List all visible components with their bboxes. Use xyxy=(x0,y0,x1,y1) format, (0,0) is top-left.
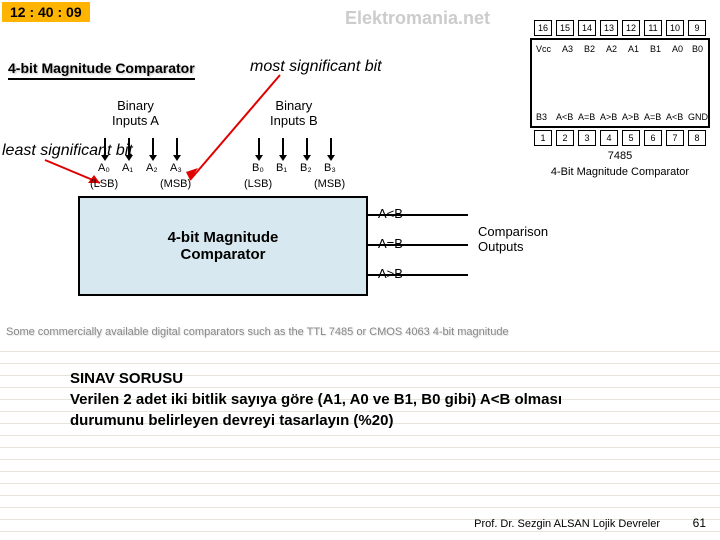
pin-b1 xyxy=(282,138,284,156)
watermark: Elektromania.net xyxy=(345,8,490,29)
label-a1: A₁ xyxy=(122,162,133,174)
label-b0: B₀ xyxy=(252,162,264,174)
label-b3: B₃ xyxy=(324,162,336,174)
ic-pin-9: 9 xyxy=(688,20,706,36)
ic-pin-12: 12 xyxy=(622,20,640,36)
pin-a2 xyxy=(152,138,154,156)
pin-a1 xyxy=(128,138,130,156)
ic-pin-15: 15 xyxy=(556,20,574,36)
ic-pin-2: 2 xyxy=(556,130,574,146)
line-alt xyxy=(368,214,468,216)
page-number: 61 xyxy=(693,516,706,530)
ic-pin-13: 13 xyxy=(600,20,618,36)
comp-subtitle: Comparator xyxy=(80,246,366,263)
ic-lbl-a1: A1 xyxy=(628,44,639,54)
label-a3: A₃ xyxy=(170,162,182,174)
ic-pin-8: 8 xyxy=(688,130,706,146)
lsb-a: (LSB) xyxy=(90,178,118,190)
question-heading: SINAV SORUSU xyxy=(70,368,630,389)
ic-lbl-aeqb: A=B xyxy=(578,112,595,122)
ic-lbl-agtb2: A>B xyxy=(622,112,639,122)
ic-pin-14: 14 xyxy=(578,20,596,36)
ic-pin-1: 1 xyxy=(534,130,552,146)
lsb-b: (LSB) xyxy=(244,178,272,190)
exam-question: SINAV SORUSU Verilen 2 adet iki bitlik s… xyxy=(70,368,630,431)
pin-a3 xyxy=(176,138,178,156)
label-a2: A₂ xyxy=(146,162,158,174)
ic-pin-10: 10 xyxy=(666,20,684,36)
label-b2: B₂ xyxy=(300,162,312,174)
comp-title: 4-bit Magnitude xyxy=(80,229,366,246)
msb-b: (MSB) xyxy=(314,178,345,190)
comparator-box: 4-bit Magnitude Comparator xyxy=(78,196,368,296)
footer-credit: Prof. Dr. Sezgin ALSAN Lojik Devreler xyxy=(474,518,660,530)
ic-7485-diagram: 16 15 14 13 12 11 10 9 Vcc A3 B2 A2 A1 B… xyxy=(530,20,710,178)
ic-lbl-a3: A3 xyxy=(562,44,573,54)
ic-lbl-a2: A2 xyxy=(606,44,617,54)
timer-badge: 12 : 40 : 09 xyxy=(2,2,90,22)
label-a0: A₀ xyxy=(98,162,110,174)
ic-pin-5: 5 xyxy=(622,130,640,146)
ic-pin-7: 7 xyxy=(666,130,684,146)
ic-caption-1: 7485 xyxy=(530,150,710,162)
label-b1: B₁ xyxy=(276,162,287,174)
inputs-a-label: Binary Inputs A xyxy=(112,98,159,128)
ic-pin-6: 6 xyxy=(644,130,662,146)
pin-b0 xyxy=(258,138,260,156)
inputs-b-label: Binary Inputs B xyxy=(270,98,318,128)
ic-pin-16: 16 xyxy=(534,20,552,36)
ic-bot-pins: 1 2 3 4 5 6 7 8 xyxy=(534,130,706,146)
msb-annotation: most significant bit xyxy=(250,58,382,76)
ic-lbl-b1: B1 xyxy=(650,44,661,54)
truncated-text: Some commercially available digital comp… xyxy=(6,326,509,338)
ic-body: Vcc A3 B2 A2 A1 B1 A0 B0 B3 A<B A=B A>B … xyxy=(530,38,710,128)
ic-lbl-agtb: A>B xyxy=(600,112,617,122)
question-body: Verilen 2 adet iki bitlik sayıya göre (A… xyxy=(70,389,630,431)
line-aeq xyxy=(368,244,468,246)
ic-lbl-b2: B2 xyxy=(584,44,595,54)
ic-lbl-vcc: Vcc xyxy=(536,44,551,54)
ic-pin-3: 3 xyxy=(578,130,596,146)
ic-lbl-b3: B3 xyxy=(536,112,547,122)
ic-pin-11: 11 xyxy=(644,20,662,36)
ic-caption-2: 4-Bit Magnitude Comparator xyxy=(530,166,710,178)
ic-top-pins: 16 15 14 13 12 11 10 9 xyxy=(534,20,706,36)
lsb-annotation: least significant bit xyxy=(2,142,133,160)
pin-b2 xyxy=(306,138,308,156)
ic-lbl-gnd: GND xyxy=(688,112,708,122)
ic-pin-4: 4 xyxy=(600,130,618,146)
ic-lbl-altb2: A<B xyxy=(666,112,683,122)
pin-a0 xyxy=(104,138,106,156)
comparison-outputs-label: Comparison Outputs xyxy=(478,224,548,254)
msb-a: (MSB) xyxy=(160,178,191,190)
ic-lbl-b0: B0 xyxy=(692,44,703,54)
section-title: 4-bit Magnitude Comparator xyxy=(8,60,195,80)
ic-lbl-a0: A0 xyxy=(672,44,683,54)
pin-b3 xyxy=(330,138,332,156)
ic-lbl-altb: A<B xyxy=(556,112,573,122)
ic-lbl-aeqb2: A=B xyxy=(644,112,661,122)
line-agt xyxy=(368,274,468,276)
